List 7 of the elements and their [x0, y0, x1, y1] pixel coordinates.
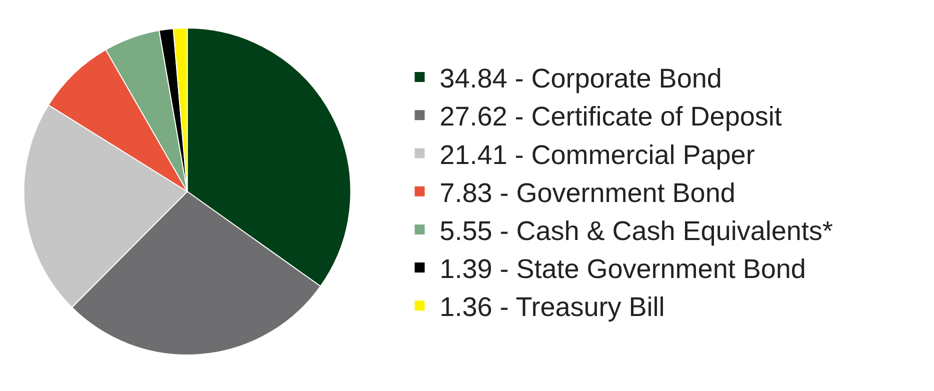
legend-label: 34.84 - Corporate Bond [440, 64, 722, 94]
legend-label: 5.55 - Cash & Cash Equivalents* [440, 216, 834, 246]
legend-label: 21.41 - Commercial Paper [440, 140, 755, 170]
legend-label: 1.36 - Treasury Bill [440, 292, 665, 322]
legend-label: 27.62 - Certificate of Deposit [440, 102, 782, 132]
legend-label: 1.39 - State Government Bond [440, 254, 806, 284]
legend-label: 7.83 - Government Bond [440, 178, 736, 208]
